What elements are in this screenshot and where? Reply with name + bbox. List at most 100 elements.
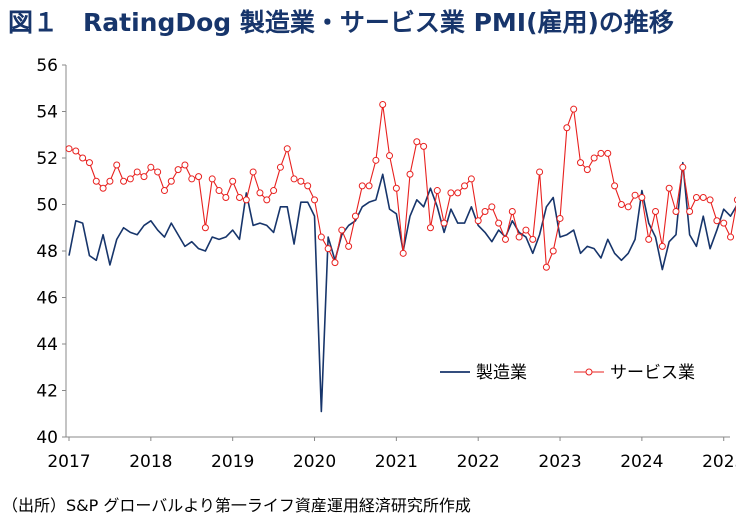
data-point-services	[290, 175, 298, 183]
data-point-services	[249, 168, 257, 176]
x-tick-label: 2018	[129, 452, 172, 472]
y-tick-label: 56	[36, 56, 58, 76]
data-point-services	[392, 184, 400, 192]
data-point-services	[679, 163, 687, 171]
data-point-services	[181, 161, 189, 169]
data-point-services	[106, 177, 114, 185]
x-tick-label: 2022	[457, 452, 500, 472]
data-point-services	[154, 168, 162, 176]
source-note: （出所）S&P グローバルより第一ライフ資産運用経済研究所作成	[2, 496, 471, 515]
data-point-services	[488, 203, 496, 211]
data-point-services	[345, 242, 353, 250]
data-point-services	[706, 196, 714, 204]
x-tick-label: 2023	[538, 452, 581, 472]
data-point-services	[515, 233, 523, 241]
x-tick-label: 2020	[293, 452, 336, 472]
data-point-services	[672, 207, 680, 215]
y-tick-label: 54	[36, 103, 58, 123]
data-point-services	[167, 177, 175, 185]
data-point-services	[242, 196, 250, 204]
legend-label-services: サービス業	[610, 363, 695, 383]
data-point-services	[270, 187, 278, 195]
data-point-services	[447, 189, 455, 197]
y-tick-label: 40	[36, 428, 58, 448]
data-point-services	[556, 214, 564, 222]
data-point-services	[658, 242, 666, 250]
series-markers	[65, 101, 736, 271]
data-point-services	[133, 168, 141, 176]
data-point-services	[331, 259, 339, 267]
y-tick-label: 52	[36, 149, 58, 169]
data-point-services	[304, 182, 312, 190]
data-point-services	[276, 163, 284, 171]
data-point-services	[638, 194, 646, 202]
data-point-services	[631, 191, 639, 199]
data-point-services	[406, 170, 414, 178]
data-point-services	[208, 175, 216, 183]
data-point-services	[351, 212, 359, 220]
data-point-services	[699, 194, 707, 202]
data-point-services	[522, 226, 530, 234]
data-point-services	[195, 173, 203, 181]
data-point-services	[65, 145, 73, 153]
x-tick-label: 2025	[702, 452, 736, 472]
data-point-services	[652, 207, 660, 215]
data-point-services	[617, 201, 625, 208]
data-point-services	[597, 149, 605, 157]
data-point-services	[542, 263, 550, 271]
data-point-services	[324, 245, 332, 253]
y-tick-label: 46	[36, 289, 58, 309]
data-point-services	[611, 182, 619, 190]
data-point-services	[536, 168, 544, 176]
chart-title: 図１ RatingDog 製造業・サービス業 PMI(雇用)の推移	[8, 8, 674, 37]
series-line-manufacturing	[68, 161, 736, 413]
data-point-services	[215, 187, 223, 195]
data-point-services	[99, 184, 107, 192]
data-point-services	[692, 194, 700, 202]
data-point-services	[508, 207, 516, 215]
data-point-services	[120, 177, 128, 185]
y-tick-label: 50	[36, 196, 58, 216]
data-point-services	[426, 224, 434, 232]
x-tick-label: 2021	[375, 452, 418, 472]
data-point-services	[113, 161, 121, 169]
data-point-services	[126, 175, 134, 183]
data-point-services	[317, 233, 325, 241]
y-tick-labels: 40 42 44 46 48 50 52 54 56	[36, 56, 58, 448]
data-point-services	[140, 173, 148, 181]
data-point-services	[583, 166, 591, 174]
data-point-services	[188, 175, 196, 183]
data-point-services	[501, 235, 509, 243]
data-point-services	[85, 159, 93, 167]
data-point-services	[713, 217, 721, 225]
data-point-services	[92, 177, 100, 185]
data-point-services	[624, 203, 632, 211]
data-point-services	[577, 159, 584, 167]
chart-axes	[62, 64, 730, 441]
data-point-services	[386, 152, 394, 160]
data-point-services	[549, 247, 557, 255]
data-point-services	[311, 196, 319, 204]
data-point-services	[686, 207, 694, 215]
data-point-services	[365, 182, 373, 190]
data-point-services	[338, 226, 346, 234]
data-point-services	[358, 182, 366, 190]
x-tick-label: 2019	[211, 452, 254, 472]
data-point-services	[79, 154, 87, 162]
x-tick-label: 2017	[47, 452, 90, 472]
data-point-services	[420, 142, 428, 150]
data-point-services	[72, 147, 80, 155]
data-point-services	[236, 194, 243, 202]
data-point-services	[147, 163, 155, 171]
data-point-services	[720, 219, 728, 227]
data-point-services	[645, 235, 653, 243]
data-point-services	[379, 101, 387, 109]
data-point-services	[229, 177, 237, 185]
legend-label-manufacturing: 製造業	[476, 363, 527, 383]
legend-marker-services	[585, 368, 593, 376]
data-point-services	[563, 124, 571, 132]
data-point-services	[461, 182, 469, 190]
data-point-services	[256, 189, 264, 197]
chart-legend: 製造業 サービス業	[440, 363, 695, 383]
